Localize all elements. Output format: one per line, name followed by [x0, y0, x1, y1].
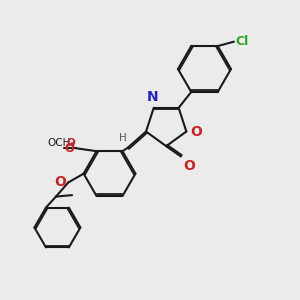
Text: O: O	[190, 124, 202, 139]
Text: O: O	[66, 138, 75, 148]
Text: N: N	[146, 90, 158, 104]
Text: H: H	[118, 133, 126, 143]
Text: OCH₃: OCH₃	[47, 138, 75, 148]
Text: O: O	[64, 142, 74, 155]
Text: O: O	[54, 175, 66, 189]
Text: Cl: Cl	[236, 35, 249, 48]
Text: O: O	[183, 159, 195, 173]
